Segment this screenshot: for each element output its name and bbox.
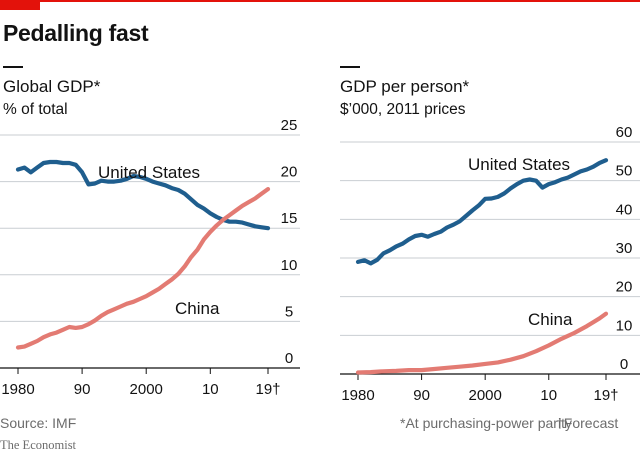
y-tick-label: 10 [281,257,298,274]
y-tick-label: 60 [616,124,633,141]
x-tick-label: 10 [202,381,219,398]
source-note: Source: IMF [0,415,77,431]
y-tick-label: 30 [616,240,633,257]
y-tick-label: 0 [620,356,628,373]
right-panel-title: GDP per person* [340,77,470,96]
x-tick-label: 1980 [341,387,374,404]
us-series-label: United States [468,155,570,174]
brand-red-tag [0,0,40,10]
x-tick-label: 10 [540,387,557,404]
right-panel-subtitle: $’000, 2011 prices [340,101,466,118]
x-tick-label: 1980 [1,381,34,398]
y-tick-label: 10 [616,317,633,334]
right-panel-rule [340,66,360,68]
y-tick-label: 0 [285,350,293,367]
y-tick-label: 50 [616,163,633,180]
top-rule [0,0,640,2]
china-series-label: China [528,310,573,329]
left-panel-title: Global GDP* [3,77,101,96]
y-tick-label: 20 [281,164,298,181]
y-tick-label: 25 [281,117,298,134]
y-tick-label: 40 [616,201,633,218]
left-panel-rule [3,66,23,68]
x-tick-label: 90 [74,381,91,398]
china-series-line [15,187,271,350]
y-tick-label: 15 [281,210,298,227]
chart-headline: Pedalling fast [3,20,149,46]
x-tick-label: 19† [255,381,280,398]
x-tick-label: 19† [593,387,618,404]
y-tick-label: 5 [285,303,293,320]
publisher-logo: The Economist [0,438,77,452]
china-series-label: China [175,299,220,318]
us-series-line [15,159,271,231]
china-series-line [355,311,609,375]
x-tick-label: 2000 [130,381,163,398]
x-tick-label: 2000 [468,387,501,404]
footnote-ppp: *At purchasing-power parity [400,415,572,431]
x-tick-label: 90 [413,387,430,404]
left-panel-subtitle: % of total [3,101,68,118]
us-series-line [355,158,609,266]
footnote-forecast: †Forecast [556,415,619,431]
y-tick-label: 20 [616,279,633,296]
us-series-label: United States [98,163,200,182]
